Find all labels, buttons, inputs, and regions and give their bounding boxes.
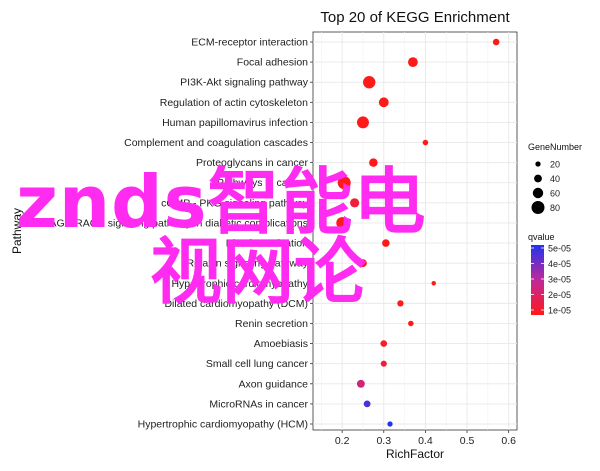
plot-panel <box>312 31 518 431</box>
data-point <box>492 38 500 46</box>
color-legend-label: 4e-05 <box>548 259 571 269</box>
y-tick-label: PI3K-Akt signaling pathway <box>180 77 309 89</box>
size-legend-dot <box>534 174 542 183</box>
y-tick-label: Dilated cardiomyopathy (DCM) <box>164 298 308 310</box>
size-legend-label: 20 <box>550 160 560 170</box>
y-tick-label: Complement and coagulation cascades <box>124 137 308 149</box>
data-point <box>380 360 387 367</box>
color-legend-label: 2e-05 <box>548 290 571 300</box>
y-axis-title: Pathway <box>10 208 24 254</box>
y-tick-label: AGE-RAGE signaling pathway in diabetic c… <box>49 217 308 229</box>
size-legend-label: 60 <box>550 189 560 199</box>
data-point <box>336 217 348 229</box>
y-tick-label: Human papillomavirus infection <box>162 117 308 129</box>
data-point <box>397 300 404 307</box>
data-point <box>408 320 414 327</box>
color-legend-label: 3e-05 <box>548 275 571 285</box>
data-point <box>363 76 376 89</box>
data-point <box>382 239 390 247</box>
data-point <box>337 176 351 190</box>
x-tick-label: 0.6 <box>501 435 516 447</box>
y-tick-label: Focal adhesion <box>237 57 308 69</box>
x-tick-label: 0.4 <box>418 435 433 447</box>
size-legend-label: 80 <box>550 203 560 213</box>
data-point <box>363 400 371 408</box>
data-point <box>431 281 436 286</box>
data-point <box>387 421 393 427</box>
x-tick-label: 0.2 <box>335 435 350 447</box>
size-legend-dot <box>532 187 544 199</box>
data-point <box>369 158 378 167</box>
data-point <box>356 379 365 388</box>
color-legend-label: 1e-05 <box>548 306 571 316</box>
chart-title: Top 20 of KEGG Enrichment <box>320 9 510 26</box>
data-point <box>356 116 369 129</box>
color-legend-bar <box>531 245 544 315</box>
y-tick-label: cGMP - PKG signaling pathway <box>161 197 309 209</box>
data-point <box>378 97 389 108</box>
y-tick-label: Renin secretion <box>235 318 308 330</box>
data-point <box>408 57 418 67</box>
data-point <box>350 198 360 208</box>
data-point <box>422 139 429 146</box>
size-legend-dot <box>531 201 545 214</box>
y-tick-label: Small cell lung cancer <box>206 358 309 370</box>
size-legend-dot <box>535 161 541 167</box>
y-tick-label: Hypertrophic cardiomyopathy <box>171 278 308 290</box>
y-tick-label: Hypertrophic cardiomyopathy (HCM) <box>138 419 308 431</box>
y-tick-label: Amoebiasis <box>254 338 308 350</box>
color-legend-label: 5e-05 <box>548 244 571 254</box>
data-point <box>359 259 367 268</box>
y-tick-label: Relaxin signaling pathway <box>187 258 309 270</box>
y-tick-label: Pathways in cancer <box>217 177 309 189</box>
y-tick-label: Regulation of actin cytoskeleton <box>160 97 308 109</box>
size-legend-title: GeneNumber <box>528 142 582 152</box>
y-tick-label: ECM-receptor interaction <box>191 37 308 49</box>
data-point <box>380 340 388 347</box>
y-tick-label: Proteoglycans in cancer <box>196 157 309 169</box>
y-tick-label: Axon guidance <box>239 378 309 390</box>
y-tick-label: MicroRNAs in cancer <box>209 398 308 410</box>
size-legend-label: 40 <box>550 174 560 184</box>
color-legend-title: qvalue <box>528 232 555 242</box>
x-tick-label: 0.3 <box>376 435 391 447</box>
x-tick-label: 0.5 <box>460 435 475 447</box>
y-tick-label: Platelet activation <box>226 238 308 250</box>
x-axis-title: RichFactor <box>386 447 444 461</box>
